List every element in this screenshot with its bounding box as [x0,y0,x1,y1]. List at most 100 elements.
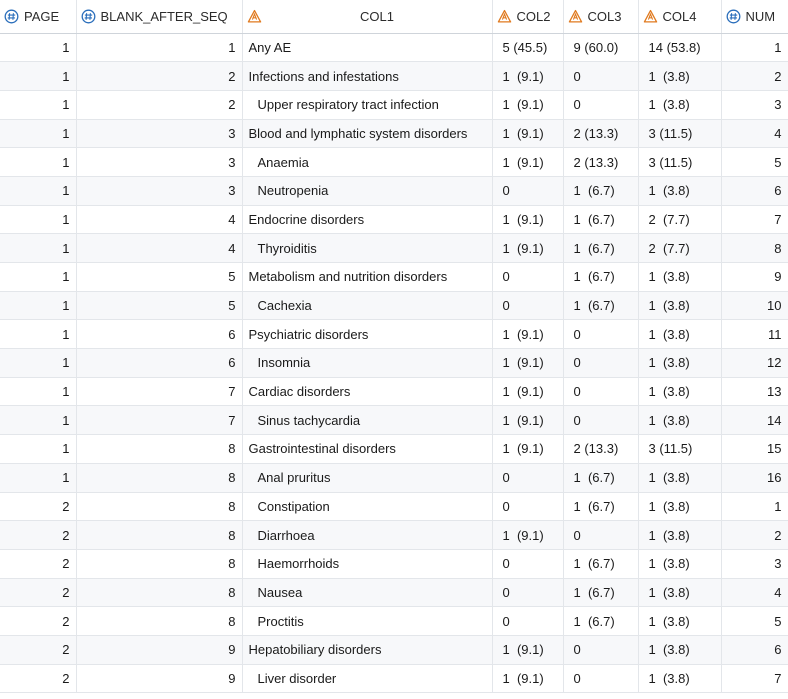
cell-page[interactable]: 1 [0,176,77,206]
column-header-num[interactable]: NUM [721,0,788,34]
cell-col1[interactable]: Metabolism and nutrition disorders [242,262,493,292]
table-row[interactable]: 1 2 Upper respiratory tract infection 1 (9.… [0,90,788,120]
cell-page[interactable]: 1 [0,233,77,263]
cell-col2[interactable]: 1 (9.1) [492,635,564,665]
cell-num[interactable]: 5 [721,606,788,636]
cell-num[interactable]: 1 [721,33,788,63]
cell-page[interactable]: 1 [0,119,77,149]
cell-col1[interactable]: Psychiatric disorders [242,319,493,350]
cell-blank-after-seq[interactable]: 5 [76,291,243,321]
cell-col1[interactable]: Sinus tachycardia [242,405,493,436]
cell-num[interactable]: 13 [721,377,788,407]
cell-col1[interactable]: Proctitis [242,606,493,636]
cell-col3[interactable]: 1 (6.7) [563,463,639,493]
cell-col3[interactable]: 2 (13.3) [563,147,639,177]
cell-col4[interactable]: 3 (11.5) [638,434,722,464]
cell-blank-after-seq[interactable]: 3 [76,119,243,149]
cell-page[interactable]: 1 [0,262,77,292]
table-row[interactable]: 1 4 Thyroiditis 1 (9.1) 1 (6.7) 2 (7.7) 8 [0,233,788,263]
cell-num[interactable]: 12 [721,348,788,378]
table-row[interactable]: 2 8 Nausea 0 1 (6.7) 1 (3.8) 4 [0,578,788,608]
cell-num[interactable]: 16 [721,463,788,493]
cell-page[interactable]: 1 [0,147,77,177]
cell-col2[interactable]: 1 (9.1) [492,61,564,91]
cell-col2[interactable]: 1 (9.1) [492,233,564,263]
cell-blank-after-seq[interactable]: 7 [76,405,243,436]
cell-col4[interactable]: 1 (3.8) [638,291,722,321]
cell-col1[interactable]: Haemorrhoids [242,549,493,579]
cell-blank-after-seq[interactable]: 7 [76,377,243,407]
table-row[interactable]: 2 8 Constipation 0 1 (6.7) 1 (3.8) 1 [0,492,788,522]
cell-col3[interactable]: 0 [563,405,639,436]
table-row[interactable]: 2 9 Hepatobiliary disorders 1 (9.1) 0 1 (3.8)… [0,635,788,665]
cell-num[interactable]: 15 [721,434,788,464]
cell-page[interactable]: 2 [0,549,77,579]
cell-col1[interactable]: Anal pruritus [242,463,493,493]
table-row[interactable]: 2 8 Diarrhoea 1 (9.1) 0 1 (3.8) 2 [0,520,788,550]
cell-col3[interactable]: 0 [563,520,639,550]
cell-col1[interactable]: Neutropenia [242,176,493,206]
cell-col1[interactable]: Nausea [242,578,493,608]
cell-col2[interactable]: 0 [492,176,564,206]
cell-col2[interactable]: 1 (9.1) [492,405,564,436]
cell-col4[interactable]: 1 (3.8) [638,635,722,665]
cell-page[interactable]: 1 [0,90,77,120]
cell-col3[interactable]: 0 [563,90,639,120]
cell-col4[interactable]: 1 (3.8) [638,176,722,206]
table-row[interactable]: 1 4 Endocrine disorders 1 (9.1) 1 (6.7) 2 (7.… [0,205,788,235]
cell-col3[interactable]: 1 (6.7) [563,492,639,522]
cell-page[interactable]: 1 [0,61,77,91]
table-row[interactable]: 2 8 Proctitis 0 1 (6.7) 1 (3.8) 5 [0,606,788,636]
cell-col1[interactable]: Cachexia [242,291,493,321]
table-row[interactable]: 1 3 Neutropenia 0 1 (6.7) 1 (3.8) 6 [0,176,788,206]
cell-col2[interactable]: 0 [492,262,564,292]
cell-page[interactable]: 1 [0,405,77,436]
cell-col4[interactable]: 1 (3.8) [638,319,722,350]
cell-col3[interactable]: 0 [563,348,639,378]
cell-col2[interactable]: 1 (9.1) [492,664,564,694]
table-row[interactable]: 1 7 Sinus tachycardia 1 (9.1) 0 1 (3.8) 14 [0,405,788,436]
cell-col1[interactable]: Liver disorder [242,664,493,694]
cell-col3[interactable]: 1 (6.7) [563,549,639,579]
cell-col3[interactable]: 1 (6.7) [563,606,639,636]
cell-page[interactable]: 1 [0,291,77,321]
cell-col1[interactable]: Cardiac disorders [242,377,493,407]
table-row[interactable]: 1 6 Psychiatric disorders 1 (9.1) 0 1 (3.8) 11 [0,319,788,350]
cell-blank-after-seq[interactable]: 8 [76,578,243,608]
cell-num[interactable]: 8 [721,233,788,263]
table-row[interactable]: 1 6 Insomnia 1 (9.1) 0 1 (3.8) 12 [0,348,788,378]
cell-col3[interactable]: 1 (6.7) [563,176,639,206]
cell-col4[interactable]: 1 (3.8) [638,405,722,436]
cell-blank-after-seq[interactable]: 9 [76,664,243,694]
table-row[interactable]: 1 8 Anal pruritus 0 1 (6.7) 1 (3.8) 16 [0,463,788,493]
cell-col4[interactable]: 1 (3.8) [638,262,722,292]
cell-blank-after-seq[interactable]: 2 [76,61,243,91]
cell-page[interactable]: 2 [0,635,77,665]
cell-page[interactable]: 1 [0,33,77,63]
cell-col2[interactable]: 0 [492,463,564,493]
cell-col2[interactable]: 0 [492,578,564,608]
cell-col3[interactable]: 2 (13.3) [563,434,639,464]
cell-blank-after-seq[interactable]: 8 [76,549,243,579]
cell-col4[interactable]: 14 (53.8) [638,33,722,63]
cell-col2[interactable]: 1 (9.1) [492,434,564,464]
cell-blank-after-seq[interactable]: 9 [76,635,243,665]
cell-num[interactable]: 6 [721,176,788,206]
cell-blank-after-seq[interactable]: 4 [76,233,243,263]
cell-blank-after-seq[interactable]: 6 [76,348,243,378]
cell-page[interactable]: 2 [0,578,77,608]
cell-num[interactable]: 1 [721,492,788,522]
cell-blank-after-seq[interactable]: 5 [76,262,243,292]
cell-col2[interactable]: 1 (9.1) [492,377,564,407]
cell-num[interactable]: 4 [721,119,788,149]
cell-col3[interactable]: 1 (6.7) [563,578,639,608]
cell-blank-after-seq[interactable]: 1 [76,33,243,63]
cell-page[interactable]: 1 [0,205,77,235]
cell-blank-after-seq[interactable]: 8 [76,520,243,550]
cell-col2[interactable]: 1 (9.1) [492,90,564,120]
cell-col4[interactable]: 1 (3.8) [638,606,722,636]
cell-col1[interactable]: Infections and infestations [242,61,493,91]
cell-col4[interactable]: 2 (7.7) [638,233,722,263]
cell-col3[interactable]: 0 [563,664,639,694]
cell-col4[interactable]: 1 (3.8) [638,61,722,91]
